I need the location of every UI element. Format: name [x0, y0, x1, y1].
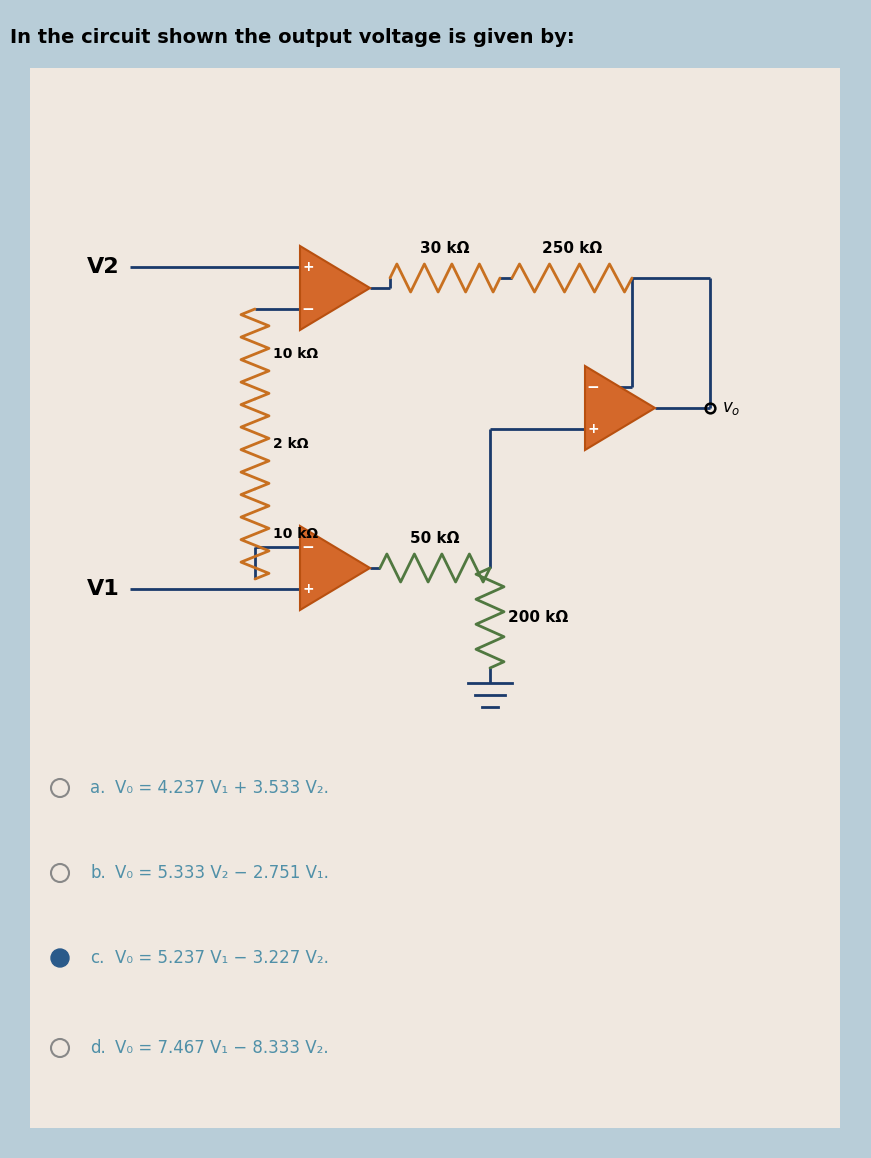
Text: b.: b.	[90, 864, 105, 882]
Text: $v_o$: $v_o$	[722, 400, 740, 417]
Text: 10 kΩ: 10 kΩ	[273, 527, 318, 541]
Text: d.: d.	[90, 1039, 105, 1057]
Polygon shape	[585, 366, 655, 450]
Text: −: −	[301, 301, 314, 316]
Text: V2: V2	[87, 257, 120, 277]
Text: In the circuit shown the output voltage is given by:: In the circuit shown the output voltage …	[10, 28, 575, 47]
Text: +: +	[587, 422, 599, 437]
Text: V₀ = 5.237 V₁ − 3.227 V₂.: V₀ = 5.237 V₁ − 3.227 V₂.	[115, 950, 329, 967]
Circle shape	[51, 950, 69, 967]
Text: V₀ = 5.333 V₂ − 2.751 V₁.: V₀ = 5.333 V₂ − 2.751 V₁.	[115, 864, 329, 882]
Text: 50 kΩ: 50 kΩ	[410, 532, 460, 547]
Text: V1: V1	[87, 579, 120, 599]
Text: V₀ = 7.467 V₁ − 8.333 V₂.: V₀ = 7.467 V₁ − 8.333 V₂.	[115, 1039, 328, 1057]
Text: V₀ = 4.237 V₁ + 3.533 V₂.: V₀ = 4.237 V₁ + 3.533 V₂.	[115, 779, 329, 797]
Text: 200 kΩ: 200 kΩ	[508, 610, 568, 625]
Text: −: −	[587, 380, 599, 395]
Text: 30 kΩ: 30 kΩ	[420, 241, 469, 256]
Polygon shape	[300, 245, 370, 330]
Polygon shape	[300, 526, 370, 610]
Text: +: +	[302, 582, 314, 596]
Text: c.: c.	[90, 950, 105, 967]
Text: 250 kΩ: 250 kΩ	[542, 241, 602, 256]
Text: +: +	[302, 261, 314, 274]
Text: 10 kΩ: 10 kΩ	[273, 347, 318, 361]
Text: −: −	[301, 540, 314, 555]
FancyBboxPatch shape	[30, 68, 840, 1128]
Text: 2 kΩ: 2 kΩ	[273, 437, 308, 450]
Text: a.: a.	[90, 779, 105, 797]
